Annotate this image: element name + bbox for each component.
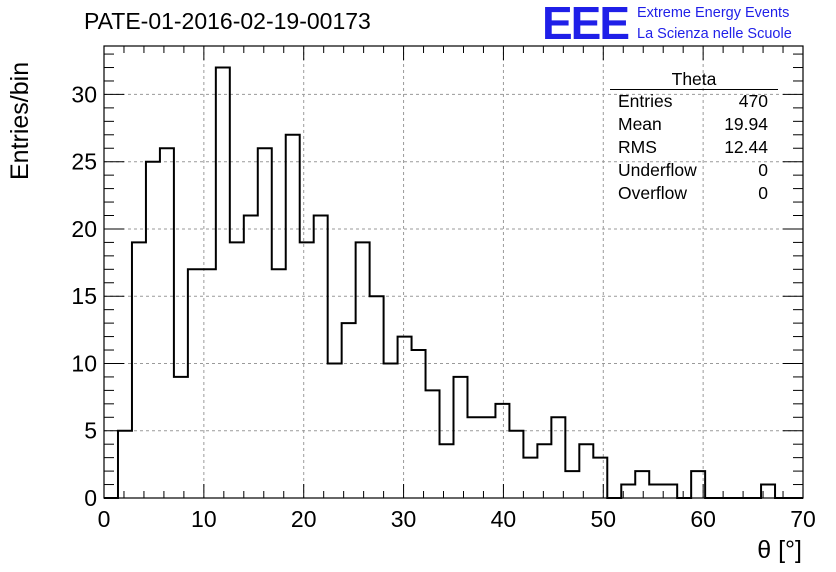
histogram-bin	[649, 485, 663, 498]
histogram-bin	[286, 135, 300, 498]
histogram-bin	[216, 68, 230, 498]
stats-value: 0	[758, 160, 768, 180]
axis-ticks	[103, 46, 804, 499]
plot-frame	[103, 45, 804, 499]
histogram-outline	[104, 66, 803, 499]
stats-value: 12.44	[724, 137, 768, 157]
y-tick-label: 0	[84, 485, 97, 511]
tick-labels: 0 10 20 30 40 50 60 70 0 5 10 15 20 25 30	[71, 81, 815, 532]
x-tick-label: 70	[790, 506, 816, 532]
histogram-bin	[272, 269, 286, 498]
histogram-bin	[118, 431, 132, 498]
histogram-bin	[551, 417, 565, 498]
histogram-bin	[160, 148, 174, 498]
stats-label: Entries	[618, 91, 673, 111]
histogram-bin	[454, 377, 468, 498]
logo-caption-line1: Extreme Energy Events	[637, 5, 790, 21]
stats-title: Theta	[610, 70, 778, 90]
stats-label: Overflow	[618, 183, 688, 203]
histogram-bin	[300, 242, 314, 498]
histogram-bin	[188, 269, 202, 498]
histogram-bin	[495, 404, 509, 498]
run-title: PATE-01-2016-02-19-00173	[84, 8, 371, 34]
histogram-bin	[244, 216, 258, 499]
x-tick-label: 0	[98, 506, 111, 532]
histogram-bin	[314, 216, 328, 499]
histogram-bin	[258, 148, 272, 498]
histogram-bin	[370, 296, 384, 498]
stats-box: Theta Entries 470 Mean 19.94 RMS 12.44 U…	[610, 70, 778, 205]
histogram-bin	[412, 350, 426, 498]
y-axis-label: Entries/bin	[6, 61, 34, 180]
y-tick-label: 10	[71, 350, 97, 376]
histogram-bin	[202, 269, 216, 498]
x-tick-label: 40	[491, 506, 517, 532]
x-tick-label: 20	[291, 506, 317, 532]
x-axis-label: θ [°]	[757, 536, 802, 564]
stats-label: Underflow	[618, 160, 697, 180]
histogram-bin	[230, 242, 244, 498]
histogram-bin	[663, 485, 677, 498]
stats-row-entries: Entries 470	[610, 90, 778, 113]
histogram-bin	[523, 458, 537, 498]
stats-value: 470	[738, 91, 768, 111]
x-tick-label: 60	[690, 506, 716, 532]
histogram-bin	[621, 485, 635, 498]
logo-caption-line2: La Scienza nelle Scuole	[637, 26, 792, 42]
stats-label: RMS	[618, 137, 657, 157]
stats-row-underflow: Underflow 0	[610, 159, 778, 182]
histogram-bin	[356, 242, 370, 498]
y-tick-label: 5	[84, 418, 97, 444]
x-tick-label: 50	[590, 506, 616, 532]
x-tick-label: 10	[191, 506, 217, 532]
stats-value: 0	[758, 183, 768, 203]
histogram-bin	[440, 444, 454, 498]
histogram-bin	[342, 323, 356, 498]
stats-row-mean: Mean 19.94	[610, 113, 778, 136]
y-tick-label: 25	[71, 149, 97, 175]
x-tick-label: 30	[391, 506, 417, 532]
histogram-bin	[761, 485, 775, 498]
histogram-bin	[481, 417, 495, 498]
histogram-bin	[426, 390, 440, 498]
y-tick-label: 15	[71, 283, 97, 309]
histogram-bin	[593, 458, 607, 498]
histogram-bin	[691, 471, 705, 498]
stats-row-overflow: Overflow 0	[610, 182, 778, 205]
histogram-bin	[132, 242, 146, 498]
eee-logo: EEE	[542, 0, 630, 49]
histogram-bin	[635, 471, 649, 498]
histogram-bin	[509, 431, 523, 498]
histogram-bin	[384, 363, 398, 498]
stats-value: 19.94	[724, 114, 768, 134]
y-tick-label: 30	[71, 81, 97, 107]
y-tick-label: 20	[71, 216, 97, 242]
grid-lines	[104, 46, 803, 498]
histogram-bin	[537, 444, 551, 498]
stats-label: Mean	[618, 114, 662, 134]
histogram-bin	[579, 444, 593, 498]
stats-row-rms: RMS 12.44	[610, 136, 778, 159]
histogram-bin	[565, 471, 579, 498]
histogram-bin	[398, 337, 412, 498]
histogram-bin	[467, 417, 481, 498]
histogram-bin	[146, 162, 160, 498]
histogram-bin	[174, 377, 188, 498]
histogram-bin	[328, 363, 342, 498]
